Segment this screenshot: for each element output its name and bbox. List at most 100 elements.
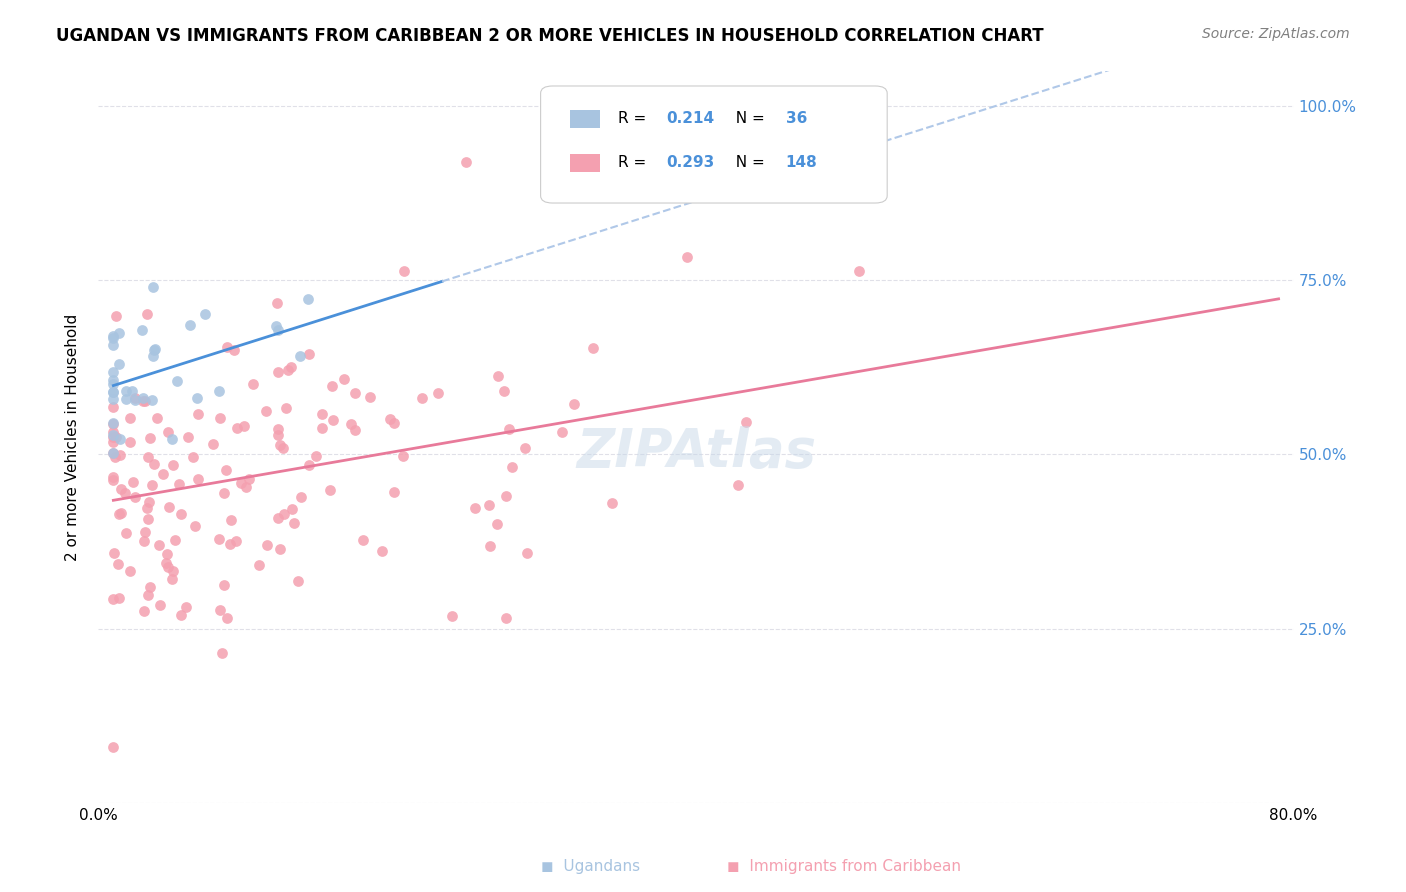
Point <box>115 392 138 407</box>
Point <box>238 472 260 486</box>
Point <box>515 441 537 455</box>
Point <box>194 307 217 321</box>
Point <box>108 326 131 340</box>
Point <box>551 425 574 439</box>
Point <box>142 457 165 471</box>
Point <box>165 533 187 548</box>
Point <box>157 425 180 440</box>
Point <box>273 507 295 521</box>
Text: N =: N = <box>725 155 769 170</box>
Point <box>104 450 127 465</box>
Point <box>169 477 191 491</box>
Point <box>456 155 478 169</box>
Point <box>201 437 224 451</box>
Point <box>283 516 305 530</box>
Point <box>103 430 125 444</box>
Point <box>501 459 523 474</box>
Point <box>269 438 291 452</box>
Point <box>212 578 235 592</box>
Point <box>271 441 294 455</box>
Point <box>319 483 342 497</box>
Point <box>208 532 231 546</box>
Point <box>516 546 538 560</box>
Point <box>132 534 155 549</box>
Point <box>121 384 143 399</box>
Text: ◼  Immigrants from Caribbean: ◼ Immigrants from Caribbean <box>727 859 960 874</box>
Point <box>166 374 188 388</box>
Point <box>134 525 156 540</box>
Point <box>103 400 125 414</box>
Point <box>160 432 183 446</box>
Point <box>148 538 170 552</box>
Point <box>495 610 517 624</box>
Point <box>118 565 141 579</box>
Point <box>103 329 125 343</box>
Point <box>142 280 165 294</box>
Point <box>219 513 242 527</box>
Point <box>155 556 177 570</box>
Point <box>156 559 179 574</box>
Point <box>162 564 184 578</box>
Point <box>226 420 249 434</box>
Point <box>727 478 749 492</box>
Point <box>174 600 197 615</box>
Point <box>276 401 298 415</box>
Point <box>162 572 184 586</box>
Point <box>132 392 155 406</box>
Text: R =: R = <box>619 155 651 170</box>
Point <box>108 432 131 446</box>
Point <box>267 323 290 337</box>
Point <box>254 404 277 418</box>
Point <box>232 419 254 434</box>
Point <box>478 499 501 513</box>
Point <box>267 427 290 442</box>
Point <box>186 391 208 405</box>
Point <box>267 511 290 525</box>
Point <box>229 476 252 491</box>
Point <box>287 574 309 589</box>
Point <box>600 496 623 510</box>
Text: ◼  Ugandans: ◼ Ugandans <box>541 859 640 874</box>
Text: 0.214: 0.214 <box>666 112 714 127</box>
Point <box>152 467 174 482</box>
Point <box>105 430 128 444</box>
Point <box>143 343 166 358</box>
Point <box>162 458 184 473</box>
Point <box>212 486 235 500</box>
Point <box>298 458 321 472</box>
Point <box>426 386 449 401</box>
Point <box>333 372 356 386</box>
Point <box>371 544 394 558</box>
Point <box>298 347 321 361</box>
Point <box>124 491 146 505</box>
Point <box>141 392 163 407</box>
Point <box>184 518 207 533</box>
Point <box>136 450 159 465</box>
Point <box>207 384 229 398</box>
Point <box>108 449 131 463</box>
Point <box>139 580 162 594</box>
Point <box>108 507 131 521</box>
Point <box>103 592 125 607</box>
Point <box>281 501 304 516</box>
Point <box>211 646 233 660</box>
Point <box>143 343 166 357</box>
Text: ZIPAtlas: ZIPAtlas <box>576 425 815 478</box>
Point <box>215 340 238 354</box>
Point <box>494 384 516 399</box>
Point <box>146 411 169 425</box>
Point <box>359 391 381 405</box>
Text: UGANDAN VS IMMIGRANTS FROM CARIBBEAN 2 OR MORE VEHICLES IN HOUSEHOLD CORRELATION: UGANDAN VS IMMIGRANTS FROM CARIBBEAN 2 O… <box>56 27 1043 45</box>
Point <box>322 413 344 427</box>
Point <box>208 410 231 425</box>
Point <box>215 463 238 477</box>
Point <box>269 542 291 557</box>
Point <box>103 425 125 440</box>
Point <box>177 430 200 444</box>
Point <box>564 397 586 411</box>
Point <box>392 264 415 278</box>
Point <box>288 349 311 363</box>
Point <box>103 417 125 431</box>
Text: Source: ZipAtlas.com: Source: ZipAtlas.com <box>1202 27 1350 41</box>
Y-axis label: 2 or more Vehicles in Household: 2 or more Vehicles in Household <box>65 313 80 561</box>
